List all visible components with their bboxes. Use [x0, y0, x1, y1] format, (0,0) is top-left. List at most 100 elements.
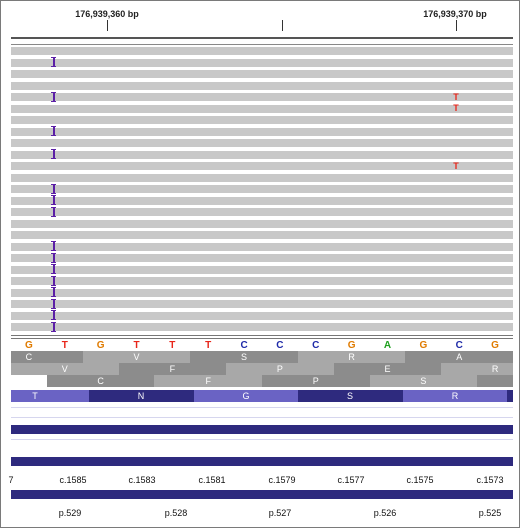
transcript-bar-3[interactable] — [11, 490, 513, 499]
insertion-marker[interactable] — [51, 310, 56, 320]
codon-cell — [154, 375, 262, 387]
cdna-coordinate-label: 7 — [8, 475, 14, 485]
read-row[interactable] — [11, 254, 513, 262]
reference-base[interactable]: A — [383, 340, 392, 351]
insertion-marker[interactable] — [51, 275, 56, 286]
reference-base[interactable]: T — [205, 340, 212, 351]
read-row[interactable] — [11, 196, 513, 205]
codon-cell — [118, 363, 227, 375]
exon-codon-block[interactable] — [403, 390, 507, 402]
ruler-tick-major-left — [107, 20, 108, 31]
coverage-divider — [11, 44, 513, 45]
insertion-marker[interactable] — [51, 183, 56, 194]
amino-acid-label: S — [420, 376, 427, 386]
insertion-marker[interactable] — [51, 149, 56, 159]
ruler-baseline — [11, 37, 513, 39]
read-row[interactable] — [11, 288, 513, 297]
amino-acid-label: A — [456, 352, 463, 362]
exon-amino-acid-label: T — [32, 391, 38, 401]
reference-base[interactable]: T — [169, 340, 176, 351]
reference-base[interactable]: G — [25, 340, 33, 351]
read-row[interactable] — [11, 219, 513, 228]
read-row[interactable] — [11, 81, 513, 90]
protein-coordinate-label: p.526 — [373, 508, 397, 518]
ruler-right-label: 176,939,370 bp — [423, 9, 487, 19]
read-row[interactable] — [11, 162, 513, 170]
codon-cell — [441, 363, 513, 375]
codon-cell — [11, 351, 83, 363]
read-row[interactable] — [11, 231, 513, 239]
exon-codon-block[interactable] — [298, 390, 403, 402]
cdna-coordinate-label: c.1581 — [198, 475, 226, 485]
insertion-marker[interactable] — [51, 126, 56, 136]
codon-cell — [46, 375, 155, 387]
read-row[interactable] — [11, 323, 513, 331]
cdna-coordinate-label: c.1585 — [59, 475, 87, 485]
mismatch-base[interactable]: T — [453, 91, 459, 102]
codon-cell — [333, 363, 442, 375]
amino-acid-label: F — [169, 364, 176, 374]
reference-base[interactable]: G — [419, 340, 428, 351]
read-row[interactable] — [11, 265, 513, 274]
protein-coordinate-label: p.529 — [58, 508, 82, 518]
insertion-marker[interactable] — [51, 264, 56, 274]
amino-acid-label: V — [61, 364, 68, 374]
reference-base[interactable]: G — [96, 340, 105, 351]
read-row[interactable] — [11, 58, 513, 67]
exon-codon-block[interactable] — [11, 390, 89, 402]
read-row[interactable] — [11, 104, 513, 113]
read-row[interactable] — [11, 277, 513, 285]
read-row[interactable] — [11, 116, 513, 124]
reference-base[interactable]: T — [133, 340, 140, 351]
insertion-marker[interactable] — [51, 298, 56, 309]
read-row[interactable] — [11, 311, 513, 320]
read-row[interactable] — [11, 208, 513, 216]
read-row[interactable] — [11, 70, 513, 78]
amino-acid-label: P — [276, 364, 283, 374]
codon-cell — [190, 351, 298, 363]
reference-base[interactable]: G — [491, 340, 499, 351]
read-row[interactable] — [11, 47, 513, 55]
reference-base[interactable]: C — [240, 340, 248, 351]
read-row[interactable] — [11, 242, 513, 251]
insertion-marker[interactable] — [51, 91, 56, 102]
exon-codon-block[interactable] — [89, 390, 194, 402]
ruler-tick-minor — [282, 20, 283, 31]
read-row[interactable] — [11, 93, 513, 101]
insertion-marker[interactable] — [51, 206, 56, 217]
amino-acid-label: F — [205, 376, 211, 386]
ruler-tick-major-right — [456, 20, 457, 31]
insertion-marker[interactable] — [51, 241, 56, 251]
reference-base[interactable]: G — [347, 340, 356, 351]
reference-base[interactable]: C — [312, 340, 320, 351]
read-row[interactable] — [11, 127, 513, 136]
mismatch-base[interactable]: T — [453, 103, 459, 113]
amino-acid-label: V — [133, 352, 140, 362]
reference-base[interactable]: C — [455, 340, 463, 351]
amino-acid-label: R — [348, 352, 355, 362]
exon-codon-block[interactable] — [507, 390, 513, 402]
mismatch-base[interactable]: T — [453, 160, 459, 171]
read-row[interactable] — [11, 139, 513, 147]
exon-amino-acid-label: S — [346, 391, 354, 401]
transcript-bar-2[interactable] — [11, 457, 513, 466]
insertion-marker[interactable] — [51, 287, 56, 297]
insertion-marker[interactable] — [51, 252, 56, 263]
exon-amino-acid-label: G — [242, 391, 250, 401]
amino-acid-label: S — [241, 352, 248, 362]
insertion-marker[interactable] — [51, 195, 56, 205]
read-row[interactable] — [11, 150, 513, 159]
read-row[interactable] — [11, 173, 513, 182]
insertion-marker[interactable] — [51, 57, 56, 67]
reference-base[interactable]: C — [276, 340, 284, 351]
transcript-bar-1[interactable] — [11, 425, 513, 434]
track-separator-3 — [11, 439, 513, 440]
read-row[interactable] — [11, 185, 513, 193]
read-row[interactable] — [11, 300, 513, 308]
insertion-marker[interactable] — [51, 321, 56, 332]
exon-codon-block[interactable] — [194, 390, 298, 402]
reference-base[interactable]: T — [61, 340, 68, 351]
